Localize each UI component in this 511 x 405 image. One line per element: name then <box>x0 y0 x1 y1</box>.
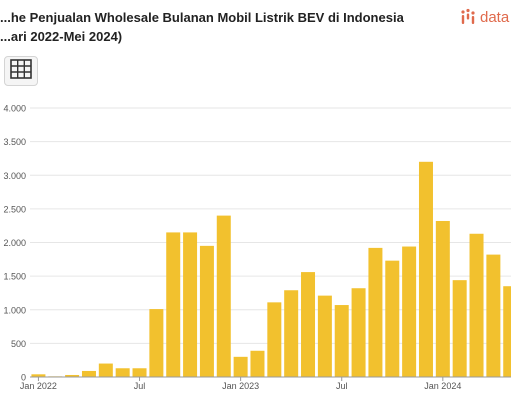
bar-2022-01[interactable] <box>31 374 46 377</box>
x-tick-label: Jul <box>134 381 146 391</box>
bar-2023-10[interactable] <box>385 260 400 377</box>
bar-2022-10[interactable] <box>183 232 198 377</box>
bar-2022-12[interactable] <box>216 215 231 377</box>
y-tick-label: 3.000 <box>3 171 26 181</box>
x-tick-label: Jan 2024 <box>424 381 461 391</box>
bar-2023-12[interactable] <box>418 161 433 377</box>
x-tick-label: Jul <box>336 381 348 391</box>
table-view-button[interactable] <box>4 56 38 86</box>
y-tick-label: 4.000 <box>3 104 26 114</box>
bar-2022-07[interactable] <box>132 368 147 377</box>
bar-2023-05[interactable] <box>301 272 316 377</box>
bar-2023-07[interactable] <box>334 305 349 377</box>
bar-2024-05[interactable] <box>503 286 511 377</box>
y-tick-label: 2.000 <box>3 238 26 248</box>
bar-2023-11[interactable] <box>402 246 417 377</box>
y-tick-label: 2.500 <box>3 204 26 214</box>
bar-2023-02[interactable] <box>250 350 265 377</box>
bar-2022-05[interactable] <box>98 363 113 377</box>
bar-2023-04[interactable] <box>284 290 299 377</box>
chart-title-line-1: ...he Penjualan Wholesale Bulanan Mobil … <box>0 10 404 25</box>
table-grid-icon <box>10 58 32 84</box>
y-tick-label: 1.000 <box>3 305 26 315</box>
y-tick-label: 0 <box>21 373 26 383</box>
bar-2022-08[interactable] <box>149 309 164 377</box>
bar-2024-01[interactable] <box>435 220 450 377</box>
bar-2023-01[interactable] <box>233 356 248 377</box>
bar-chart: 0 500 1.000 1.500 2.000 2.500 3.000 3.500 4.000 J… <box>3 104 511 391</box>
bar-2024-02[interactable] <box>452 280 467 377</box>
chart-title-line-2: ...ari 2022-Mei 2024) <box>0 29 123 44</box>
x-tick-label: Jan 2023 <box>222 381 259 391</box>
bar-2023-03[interactable] <box>267 302 282 377</box>
bar-2022-03[interactable] <box>65 374 80 377</box>
bar-2023-08[interactable] <box>351 288 366 377</box>
y-tick-label: 500 <box>11 339 26 349</box>
y-tick-label: 1.500 <box>3 272 26 282</box>
brand-logo[interactable]: data <box>460 6 511 28</box>
x-tick-label: Jan 2022 <box>20 381 57 391</box>
chart-area: 0 500 1.000 1.500 2.000 2.500 3.000 3.500 4.000 J… <box>0 98 511 400</box>
bar-2022-04[interactable] <box>81 370 96 377</box>
brand-name: data <box>480 8 510 26</box>
y-tick-label: 3.500 <box>3 137 26 147</box>
bar-2023-06[interactable] <box>317 295 332 377</box>
chart-title: ...he Penjualan Wholesale Bulanan Mobil … <box>0 8 440 46</box>
bar-2022-06[interactable] <box>115 368 130 377</box>
bar-2022-11[interactable] <box>199 245 214 377</box>
bar-2024-04[interactable] <box>486 254 501 377</box>
brand-bars-icon <box>460 8 478 26</box>
bar-2022-09[interactable] <box>166 232 181 377</box>
bar-2023-09[interactable] <box>368 247 383 377</box>
bar-2024-03[interactable] <box>469 233 484 377</box>
